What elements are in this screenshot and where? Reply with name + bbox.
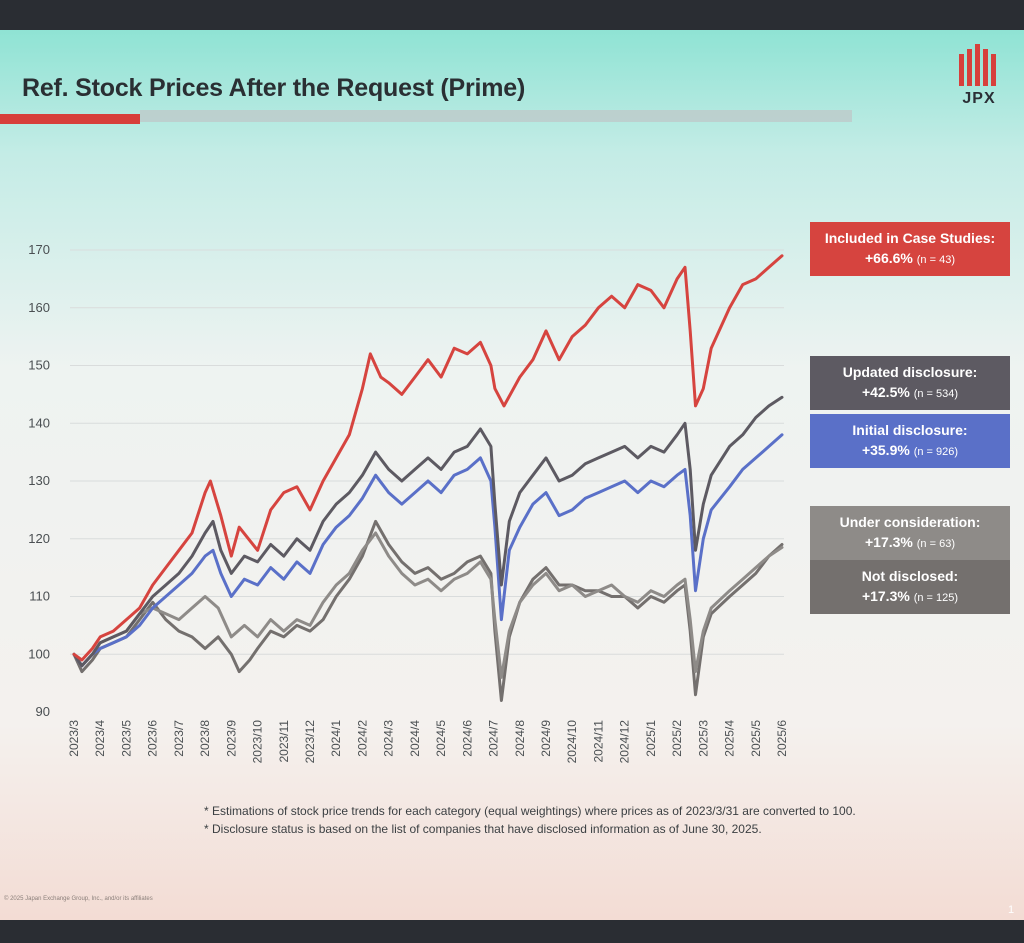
- logo-text: JPX: [962, 90, 996, 107]
- footnote-2: * Disclosure status is based on the list…: [204, 822, 762, 836]
- legend-item: Initial disclosure: +35.9% (n = 926): [810, 414, 1010, 468]
- footnotes: * Estimations of stock price trends for …: [204, 802, 856, 838]
- gridlines: [70, 249, 784, 655]
- x-tick-label: 2023/12: [303, 720, 317, 764]
- x-tick-label: 2023/10: [251, 720, 265, 764]
- y-tick-label: 140: [28, 415, 50, 430]
- series-lines: [72, 254, 784, 702]
- x-tick-label: 2025/2: [670, 720, 684, 757]
- x-tick-label: 2024/6: [460, 720, 474, 757]
- title-accent-bar: [0, 114, 140, 124]
- x-axis-ticks: 2023/3 2023/4 2023/5 2023/6 2023/7 2023/8 2023…: [67, 720, 789, 764]
- footnote-1: * Estimations of stock price trends for …: [204, 804, 856, 818]
- slide-title: Ref. Stock Prices After the Request (Pri…: [22, 74, 526, 102]
- legend-item: Not disclosed: +17.3% (n = 125): [810, 560, 1010, 614]
- y-tick-label: 130: [28, 473, 50, 488]
- y-tick-label: 120: [28, 531, 50, 546]
- x-tick-label: 2025/6: [775, 720, 789, 757]
- y-tick-label: 150: [28, 358, 50, 373]
- legend-value: +35.9% (n = 926): [810, 440, 1010, 462]
- x-tick-label: 2024/11: [591, 720, 605, 763]
- series-line: [72, 519, 784, 702]
- series-line: [72, 254, 784, 662]
- legend-count: (n = 534): [913, 388, 959, 400]
- x-tick-label: 2023/7: [172, 720, 186, 757]
- series-line: [72, 433, 784, 668]
- legend-item: Updated disclosure: +42.5% (n = 534): [810, 356, 1010, 410]
- y-axis-ticks: 90 100 110 120 130 140 150 160 170: [28, 242, 50, 719]
- legend-count: (n = 125): [913, 592, 959, 604]
- x-tick-label: 2025/4: [723, 720, 737, 757]
- page-number: 1: [1008, 904, 1015, 916]
- x-tick-label: 2024/9: [539, 720, 553, 757]
- legend-change: +17.3%: [861, 588, 914, 604]
- legend-change: +66.6%: [865, 250, 917, 266]
- x-tick-label: 2024/3: [382, 720, 396, 757]
- legend-change: +35.9%: [861, 442, 914, 458]
- legend-change: +17.3%: [865, 534, 917, 550]
- legend-count: (n = 63): [916, 538, 955, 550]
- legend-label: Included in Case Studies:: [824, 230, 996, 246]
- copyright-text: © 2025 Japan Exchange Group, Inc., and/o…: [4, 896, 153, 902]
- x-tick-label: 2024/7: [487, 720, 501, 757]
- legend-value: +66.6% (n = 43): [810, 248, 1010, 270]
- legend-change: +42.5%: [861, 384, 914, 400]
- legend-item: Under consideration: +17.3% (n = 63): [810, 506, 1010, 560]
- legend-value: +17.3% (n = 63): [810, 532, 1010, 554]
- legend-item: Included in Case Studies: +66.6% (n = 43): [810, 222, 1010, 276]
- x-tick-label: 2025/3: [696, 720, 710, 757]
- x-tick-label: 2025/5: [749, 720, 763, 757]
- x-tick-label: 2023/11: [277, 720, 291, 763]
- legend-count: (n = 926): [913, 446, 959, 458]
- series-line: [72, 531, 784, 679]
- title-underline-bar: [140, 110, 852, 122]
- legend-label: Initial disclosure:: [852, 422, 968, 438]
- x-tick-label: 2025/1: [644, 720, 658, 757]
- series-line: [72, 395, 784, 668]
- legend-value: +42.5% (n = 534): [810, 382, 1010, 404]
- legend-count: (n = 43): [916, 254, 955, 266]
- x-tick-label: 2024/8: [513, 720, 527, 757]
- legend-label: Updated disclosure:: [842, 364, 978, 380]
- y-tick-label: 160: [28, 300, 50, 315]
- y-tick-label: 90: [36, 704, 50, 719]
- x-tick-label: 2023/6: [146, 720, 160, 757]
- x-tick-label: 2024/12: [618, 720, 632, 764]
- legend-label: Under consideration:: [839, 514, 981, 530]
- y-tick-label: 100: [28, 646, 50, 661]
- x-tick-label: 2023/5: [119, 720, 133, 757]
- x-tick-label: 2024/1: [329, 720, 343, 757]
- x-tick-label: 2024/2: [355, 720, 369, 757]
- legend-value: +17.3% (n = 125): [810, 586, 1010, 608]
- slide: Ref. Stock Prices After the Request (Pri…: [0, 30, 1024, 920]
- x-tick-label: 2024/4: [408, 720, 422, 757]
- x-tick-label: 2023/9: [224, 720, 238, 757]
- y-tick-label: 170: [28, 242, 50, 257]
- x-tick-label: 2023/3: [67, 720, 81, 757]
- x-tick-label: 2023/8: [198, 720, 212, 757]
- x-tick-label: 2024/5: [434, 720, 448, 757]
- x-tick-label: 2024/10: [565, 720, 579, 764]
- jpx-logo-icon: [959, 44, 996, 86]
- x-tick-label: 2023/4: [93, 720, 107, 757]
- y-tick-label: 110: [29, 589, 50, 604]
- legend-label: Not disclosed:: [861, 568, 959, 584]
